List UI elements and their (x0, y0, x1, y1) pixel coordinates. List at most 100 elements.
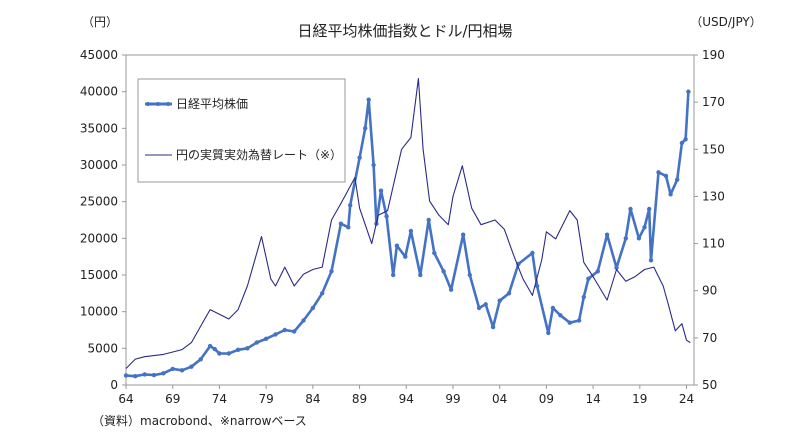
nikkei-point (683, 137, 688, 142)
left-axis: 0 5000 10000 15000 20000 25000 30000 35000 40000… (80, 48, 126, 392)
right-tick-label: 150 (702, 142, 725, 156)
nikkei-point (497, 298, 502, 303)
nikkei-point (441, 269, 446, 274)
series-line-nikkei (125, 91, 690, 378)
left-tick-label: 35000 (80, 121, 118, 135)
nikkei-point (461, 232, 466, 237)
x-tick-label: 79 (258, 392, 273, 406)
nikkei-point (292, 329, 297, 334)
nikkei-point (310, 305, 315, 311)
nikkei-point (448, 287, 454, 292)
left-tick-label: 5000 (87, 341, 118, 355)
nikkei-point (371, 162, 376, 168)
x-tick-label: 99 (445, 392, 460, 406)
x-tick-label: 09 (539, 392, 554, 406)
nikkei-point (467, 272, 472, 278)
nikkei-point (408, 228, 414, 234)
nikkei-point (604, 232, 610, 237)
right-axis: 50 70 90 110 130 150 170 190 (694, 48, 725, 392)
x-tick-label: 94 (399, 392, 414, 406)
left-tick-label: 20000 (80, 231, 118, 245)
nikkei-point (301, 318, 306, 323)
chart-title: 日経平均株価指数とドル/円相場 (297, 22, 512, 40)
left-tick-label: 15000 (80, 268, 118, 282)
legend-marker-nikkei (166, 102, 170, 106)
nikkei-point (212, 346, 217, 352)
legend: 日経平均株価 円の実質実効為替レート（※） (137, 78, 346, 183)
left-tick-label: 30000 (80, 158, 118, 172)
nikkei-point (581, 294, 586, 300)
nikkei-point (384, 214, 389, 219)
left-tick-label: 10000 (80, 305, 118, 319)
nikkei-point (614, 265, 619, 270)
nikkei-point (123, 373, 129, 378)
nikkei-point (506, 291, 512, 296)
left-tick-label: 45000 (80, 48, 118, 62)
nikkei-point (668, 192, 673, 197)
nikkei-point (403, 254, 408, 259)
nikkei-point (679, 140, 685, 146)
x-tick-label: 84 (305, 392, 320, 406)
nikkei-point (273, 332, 278, 337)
nikkei-point (586, 276, 591, 281)
nikkei-point (226, 351, 231, 356)
nikkei-point (217, 351, 222, 356)
nikkei-point (636, 236, 642, 241)
nikkei-point (348, 203, 353, 208)
nikkei-point (432, 250, 437, 256)
legend-marker-nikkei (146, 102, 150, 106)
x-tick-label: 64 (118, 392, 133, 406)
nikkei-point (391, 272, 396, 278)
nikkei-point (550, 305, 556, 311)
left-tick-label: 0 (110, 378, 118, 392)
nikkei-point (663, 173, 669, 179)
nikkei-point (648, 258, 654, 263)
nikkei-point (235, 347, 241, 352)
nikkei-point (567, 320, 572, 325)
nikkei-point (254, 340, 259, 345)
legend-box (137, 78, 346, 183)
x-tick-label: 69 (165, 392, 180, 406)
nikkei-point (338, 221, 344, 226)
nikkei-point (656, 170, 661, 175)
left-tick-label: 40000 (80, 85, 118, 99)
x-tick-label: 04 (492, 392, 507, 406)
left-tick-label: 25000 (80, 195, 118, 209)
nikkei-point (628, 206, 633, 212)
right-tick-label: 50 (702, 378, 717, 392)
nikkei-point (686, 89, 691, 94)
nikkei-point (170, 366, 175, 372)
nikkei-point (133, 374, 138, 379)
x-tick-label: 89 (352, 392, 367, 406)
x-tick-label: 14 (585, 392, 600, 406)
nikkei-point (623, 236, 628, 241)
nikkei-point (490, 324, 496, 330)
right-tick-label: 90 (702, 284, 717, 298)
right-tick-label: 110 (702, 237, 725, 251)
right-tick-label: 170 (702, 95, 725, 109)
right-axis-unit: （USD/JPY） (690, 15, 762, 29)
nikkei-point (546, 330, 551, 336)
nikkei-point (483, 302, 488, 307)
x-tick-label: 19 (632, 392, 647, 406)
right-tick-label: 190 (702, 48, 725, 62)
nikkei-point (366, 97, 371, 102)
legend-marker-nikkei (156, 102, 160, 106)
nikkei-point (142, 372, 147, 377)
nikkei-point (346, 225, 351, 230)
x-axis: 64 69 74 79 84 89 94 99 04 09 14 19 24 (118, 385, 694, 406)
nikkei-point (558, 313, 563, 318)
nikkei-point (245, 346, 250, 351)
nikkei-point (647, 206, 652, 212)
nikkei-point (189, 364, 194, 369)
nikkei-point (476, 305, 482, 311)
nikkei-point (329, 269, 334, 274)
legend-label-yen-rate: 円の実質実効為替レート（※） (176, 147, 342, 162)
plot-area-border (125, 54, 695, 386)
nikkei-point (161, 371, 166, 376)
nikkei-point (378, 188, 384, 193)
left-axis-unit: （円） (82, 15, 118, 29)
nikkei-point (263, 336, 269, 341)
nikkei-point (595, 269, 600, 274)
